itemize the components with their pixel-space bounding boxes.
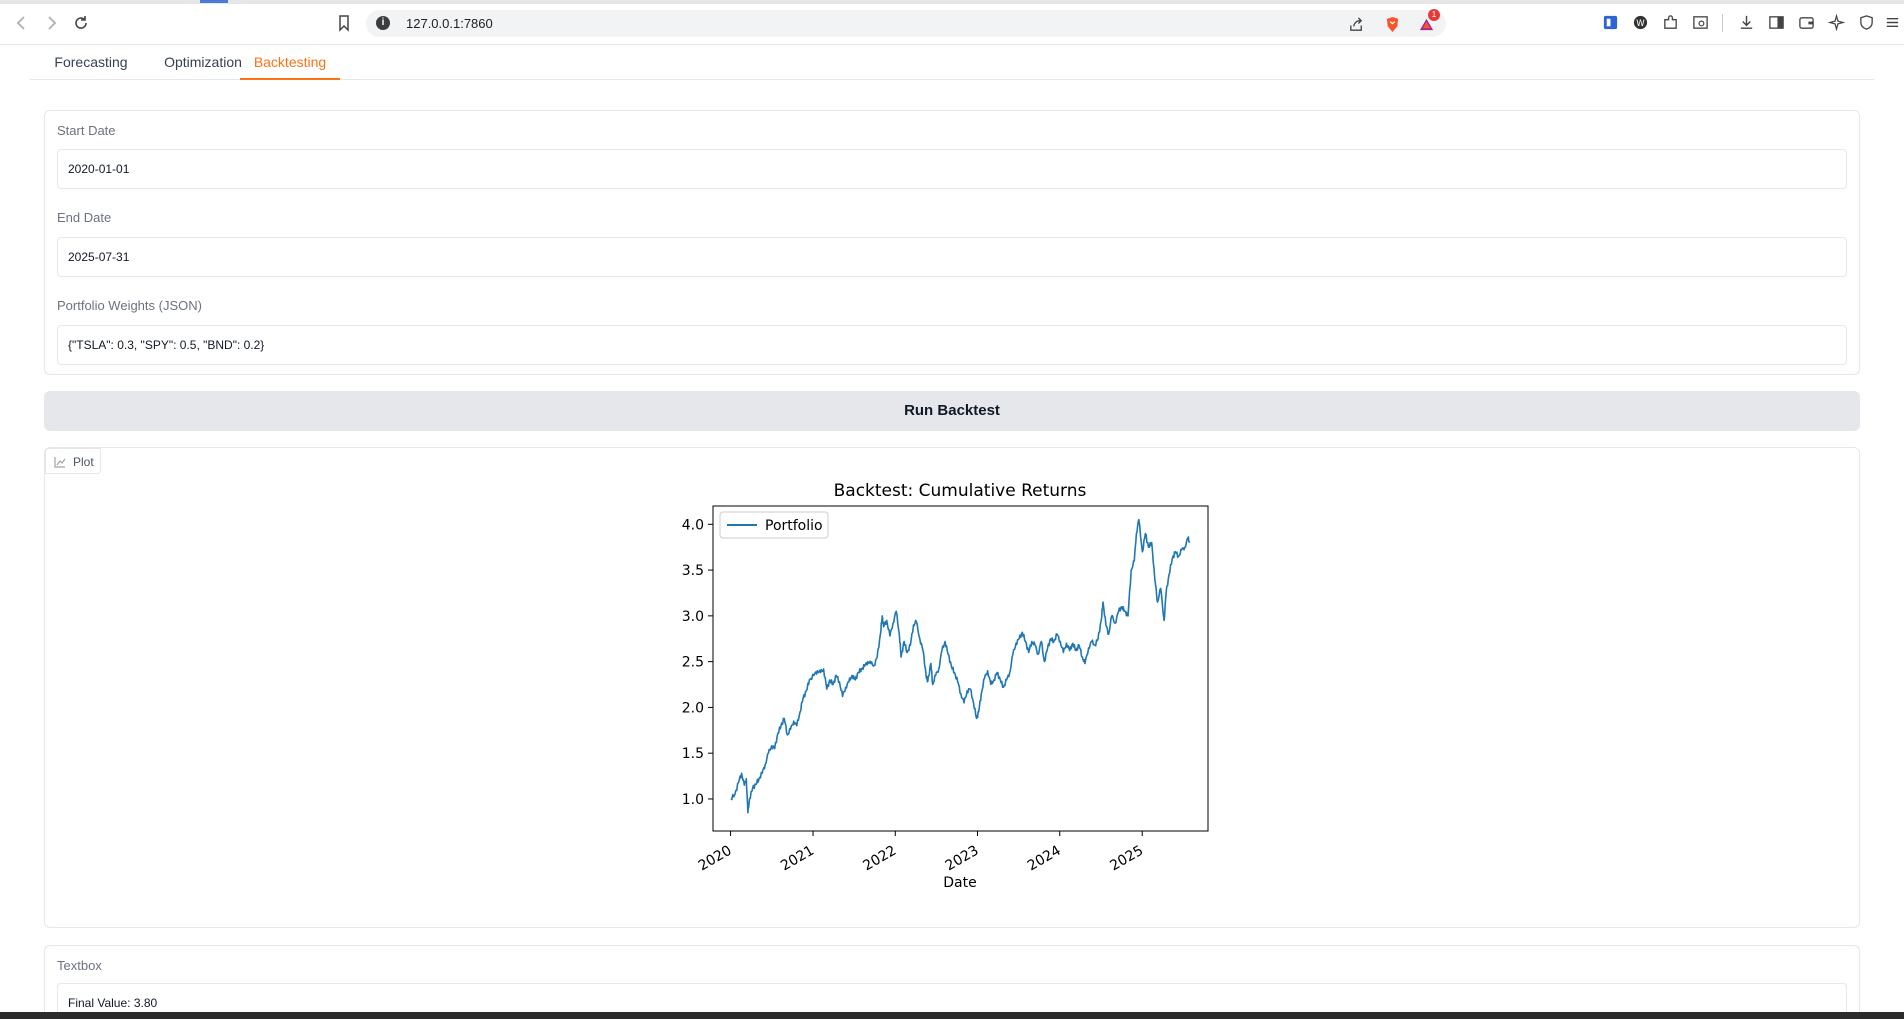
x-tick-label: 2023 [943,843,982,875]
svg-text:W: W [1636,18,1645,28]
weights-input[interactable]: {"TSLA": 0.3, "SPY": 0.5, "BND": 0.2} [57,325,1847,365]
result-panel: Textbox Final Value: 3.80 [44,945,1860,1019]
tab-optimization[interactable]: Optimization [164,54,242,70]
plot-area-frame [712,505,1209,832]
chart-icon [54,457,66,468]
back-button[interactable] [9,10,35,36]
run-backtest-button[interactable]: Run Backtest [44,391,1860,431]
legend-label: Portfolio [765,518,823,534]
extension-translate-icon[interactable] [1600,12,1620,32]
y-tick-label: 1.5 [682,746,704,762]
tab-backtesting[interactable]: Backtesting [240,46,340,80]
tab-bar: Forecasting Optimization Backtesting [30,46,1874,80]
plot-badge: Plot [45,448,101,474]
start-date-label: Start Date [57,123,116,138]
end-date-input[interactable]: 2025-07-31 [57,237,1847,277]
reload-icon [75,16,87,29]
y-axis: 1.0 1.5 2.0 2.5 3.0 3.5 4.0 [682,517,713,808]
y-tick-label: 3.0 [682,609,704,625]
start-date-input[interactable]: 2020-01-01 [57,149,1847,189]
address-bar[interactable]: i 127.0.0.1:7860 1 [366,9,1446,37]
y-tick-label: 1.0 [682,792,704,808]
brave-shields-icon[interactable] [1382,14,1402,34]
reader-mode-icon[interactable] [1690,12,1710,32]
chart-title: Backtest: Cumulative Returns [834,481,1087,501]
plot-badge-label: Plot [73,455,94,469]
url-text: 127.0.0.1:7860 [406,16,493,31]
y-tick-label: 2.5 [682,655,704,671]
portfolio-series-line [730,518,1191,814]
share-icon[interactable] [1346,14,1366,34]
x-axis-label: Date [943,875,976,891]
end-date-label: End Date [57,210,112,225]
reload-button[interactable] [68,10,94,36]
x-tick-label: 2022 [860,843,899,875]
back-icon [16,16,25,30]
cumulative-returns-chart: Backtest: Cumulative Returns 1.0 1.5 2.0 2.… [682,481,1209,891]
taskbar-edge [0,1012,1904,1019]
forward-button[interactable] [38,10,64,36]
notification-badge: 1 [1428,9,1440,21]
y-tick-label: 2.0 [682,700,704,716]
x-axis: 2020 2021 2022 2023 2024 2025 [696,831,1146,875]
tab-forecasting[interactable]: Forecasting [54,54,128,70]
downloads-icon[interactable] [1736,12,1756,32]
leo-ai-icon[interactable] [1826,12,1846,32]
x-tick-label: 2020 [696,843,735,875]
y-tick-label: 4.0 [682,517,704,533]
wallet-icon[interactable] [1796,12,1816,32]
textbox-label: Textbox [57,958,102,973]
browser-toolbar: i 127.0.0.1:7860 1 W [0,0,1904,45]
x-tick-label: 2021 [778,843,817,875]
legend: Portfolio [719,511,829,539]
extension-w-icon[interactable]: W [1630,12,1650,32]
menu-icon[interactable] [1882,12,1902,32]
x-tick-label: 2025 [1107,843,1146,875]
site-info-icon[interactable]: i [376,16,390,30]
brave-rewards-icon[interactable]: 1 [1416,9,1440,34]
bookmark-icon [339,15,349,32]
backtest-form: Start Date 2020-01-01 End Date 2025-07-3… [44,110,1860,375]
plot-panel: Plot [44,447,1860,928]
legend-box [719,511,829,539]
vpn-shield-icon[interactable] [1856,12,1876,32]
tab-strip [0,0,1904,4]
y-tick-label: 3.5 [682,563,704,579]
forward-icon [48,16,57,30]
sidebar-icon[interactable] [1766,12,1786,32]
weights-label: Portfolio Weights (JSON) [57,298,202,313]
extensions-puzzle-icon[interactable] [1660,12,1680,32]
bookmark-button[interactable] [331,10,357,36]
toolbar-divider [1722,14,1723,32]
x-tick-label: 2024 [1025,843,1064,875]
active-tab-indicator [200,0,228,3]
